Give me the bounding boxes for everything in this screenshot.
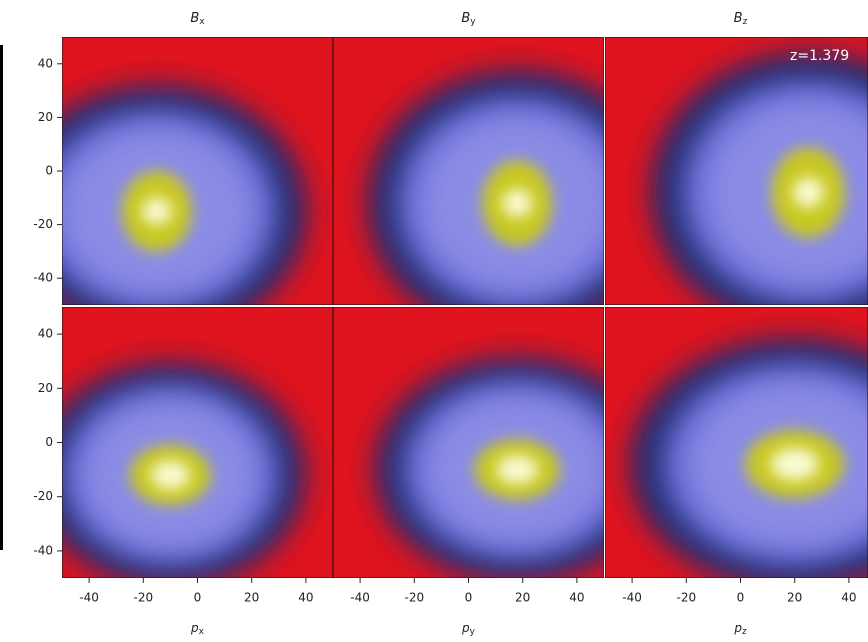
y-tick-label: 20 — [38, 381, 53, 395]
x-tick-label: -20 — [133, 591, 153, 605]
heatmap-panel — [7, 37, 333, 337]
colorbar-edge — [0, 45, 3, 550]
panel-title-base: B — [734, 11, 743, 26]
x-tick-label: 40 — [841, 591, 856, 605]
x-tick-label: 40 — [569, 591, 584, 605]
heatmap-blob — [496, 455, 538, 484]
heatmap-panel — [35, 307, 333, 587]
panel-title-base: B — [190, 11, 199, 26]
x-axis-label-sub: x — [199, 627, 205, 637]
y-tick-label: 0 — [45, 164, 53, 178]
x-axis-label: px — [190, 621, 205, 637]
heatmap-blob — [771, 448, 819, 480]
panel-title-sub: y — [470, 17, 476, 27]
redshift-annotation: z=1.379 — [790, 48, 849, 64]
x-axis-label: pz — [733, 621, 747, 637]
y-tick-label: 0 — [45, 435, 53, 449]
heatmap-panel — [605, 307, 868, 590]
panel-title: Bx — [190, 11, 205, 27]
panel-title: By — [461, 11, 476, 27]
x-tick-label: 20 — [787, 591, 802, 605]
x-axis-label: py — [461, 621, 476, 637]
y-tick-label: -40 — [33, 543, 53, 557]
x-tick-label: -40 — [350, 591, 370, 605]
y-tick-label: 20 — [38, 110, 53, 124]
y-tick-label: 40 — [38, 56, 53, 70]
panel-title-sub: z — [743, 17, 748, 27]
x-tick-label: 0 — [194, 591, 202, 605]
figure: Bxpx-40-2002040Bypy-40-2002040Bzpz-40-20… — [0, 0, 868, 642]
x-tick-label: 0 — [465, 591, 473, 605]
heatmap-blob — [142, 198, 172, 225]
y-tick-label: -20 — [33, 217, 53, 231]
panel-title-base: B — [461, 11, 470, 26]
panel-title-sub: x — [199, 17, 205, 27]
y-tick-label: -40 — [33, 271, 53, 285]
x-tick-label: 20 — [244, 591, 259, 605]
y-tick-label: -20 — [33, 489, 53, 503]
x-tick-label: 0 — [737, 591, 745, 605]
x-axis-label-sub: z — [742, 627, 747, 637]
heatmap-blob — [502, 189, 532, 218]
x-tick-label: -20 — [404, 591, 424, 605]
x-tick-label: -40 — [622, 591, 642, 605]
heatmap-blob — [151, 461, 191, 490]
panel-title: Bz — [734, 11, 748, 27]
heatmap-blob — [793, 177, 825, 207]
x-tick-label: -40 — [79, 591, 99, 605]
x-axis-label-sub: y — [470, 627, 476, 637]
y-tick-label: 40 — [38, 327, 53, 341]
x-tick-label: -20 — [676, 591, 696, 605]
x-tick-label: 40 — [298, 591, 313, 605]
x-tick-label: 20 — [515, 591, 530, 605]
heatmap-panel — [605, 37, 868, 332]
